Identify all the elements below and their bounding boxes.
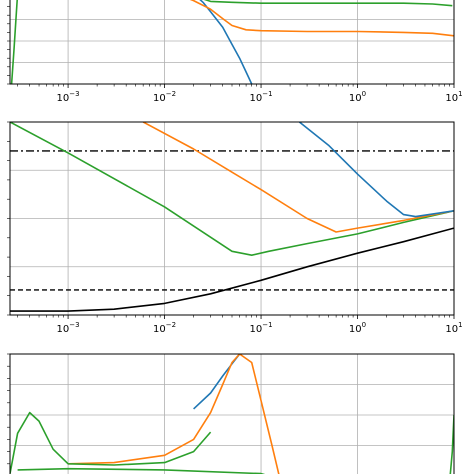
- x-tick-label: 100: [349, 90, 366, 104]
- series-line-4: [449, 414, 454, 474]
- series-line-0: [199, 0, 253, 84]
- series-line-0: [10, 122, 454, 256]
- series-line-0: [193, 354, 241, 410]
- x-tick-label: 10−2: [153, 321, 176, 335]
- middle-panel: 10−3 10−2 10−1 100 101: [7, 121, 463, 335]
- x-tick-label: 10−3: [57, 90, 80, 104]
- x-tick-label: 101: [445, 90, 462, 104]
- x-tick-label: 10−1: [250, 90, 273, 104]
- series-line-3: [17, 467, 266, 474]
- x-tick-label: 10−1: [250, 321, 273, 335]
- top-panel: 10−3 10−2 10−1 100 101: [7, 0, 463, 104]
- series-line-2: [203, 0, 453, 7]
- series-line-1: [68, 354, 280, 474]
- bottom-panel: [7, 353, 455, 474]
- x-tick-label: 10−3: [57, 321, 80, 335]
- x-tick-label: 10−2: [153, 90, 176, 104]
- series-line-1: [189, 0, 454, 37]
- x-tick-label: 100: [349, 321, 366, 335]
- series-line-3: [10, 0, 18, 84]
- series-line-1: [142, 122, 454, 233]
- series-line-2: [10, 411, 212, 474]
- series-line-3: [10, 227, 454, 312]
- series-line-2: [298, 122, 454, 218]
- axes-frame: [9, 353, 455, 474]
- axes-frame: [9, 0, 455, 85]
- x-tick-label: 101: [445, 321, 462, 335]
